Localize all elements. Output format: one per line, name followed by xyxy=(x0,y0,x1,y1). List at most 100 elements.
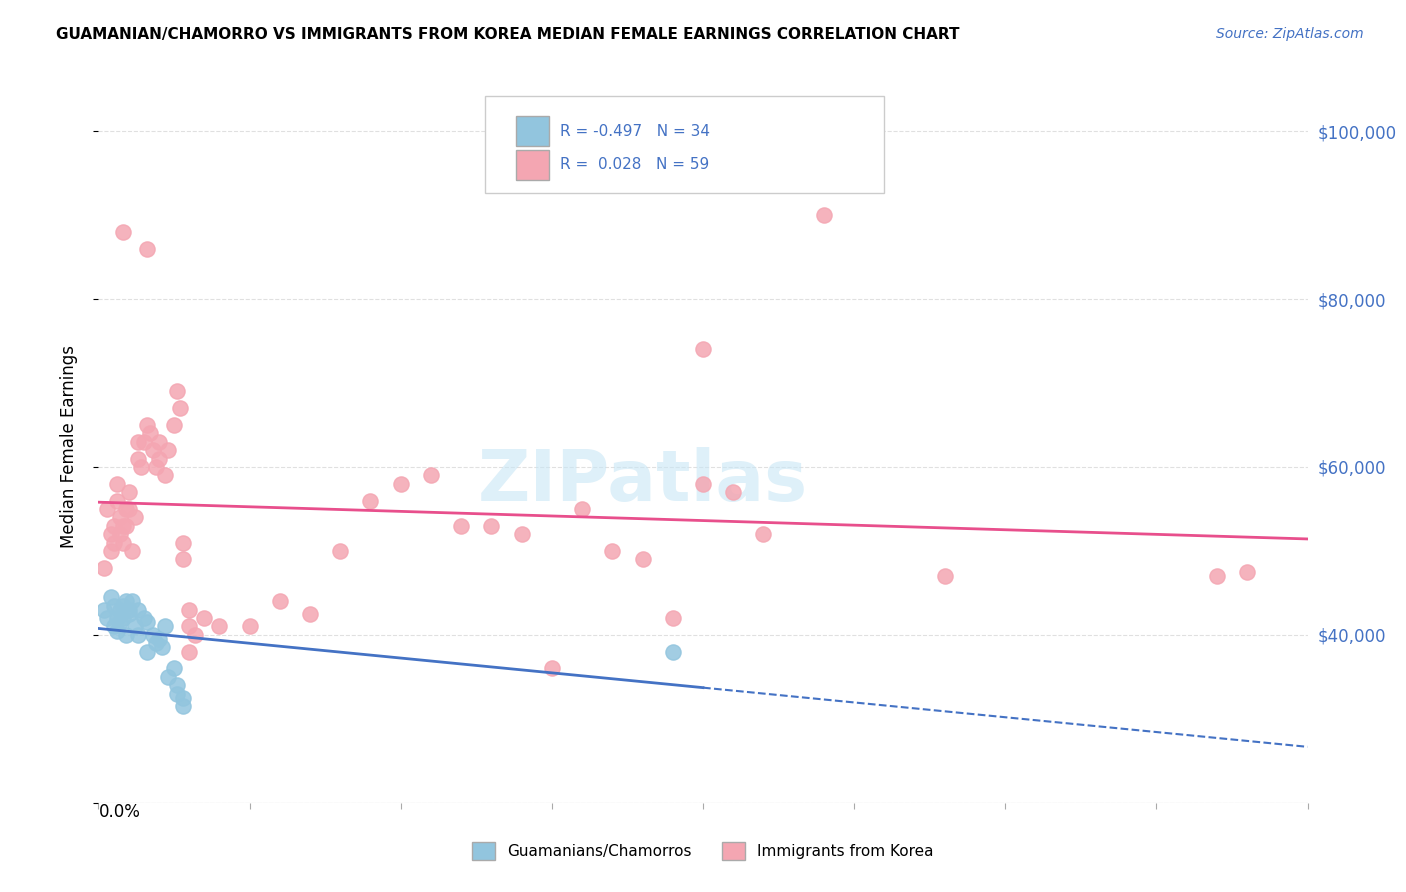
Point xyxy=(127,603,149,617)
Point xyxy=(127,628,149,642)
Point xyxy=(142,628,165,642)
Point xyxy=(1236,565,1258,579)
Point xyxy=(163,661,186,675)
Point xyxy=(111,535,134,549)
Point xyxy=(389,476,412,491)
Point xyxy=(100,590,122,604)
Point xyxy=(169,401,191,416)
Point xyxy=(239,619,262,633)
Text: R = -0.497   N = 34: R = -0.497 N = 34 xyxy=(561,124,710,139)
Point xyxy=(135,645,157,659)
Point xyxy=(184,628,207,642)
Point xyxy=(108,527,131,541)
Point xyxy=(571,502,593,516)
Point xyxy=(118,603,141,617)
Point xyxy=(934,569,956,583)
Point xyxy=(153,468,176,483)
Point xyxy=(100,544,122,558)
Point xyxy=(420,468,443,483)
Point xyxy=(142,443,165,458)
Point xyxy=(121,594,143,608)
Point xyxy=(121,544,143,558)
Text: ZIPatlas: ZIPatlas xyxy=(478,447,807,516)
Point xyxy=(108,615,131,630)
Point xyxy=(1206,569,1229,583)
Point xyxy=(172,552,194,566)
Point xyxy=(179,603,201,617)
Point xyxy=(813,208,835,222)
Point xyxy=(124,619,146,633)
Point xyxy=(692,476,714,491)
Point xyxy=(166,384,188,399)
Point xyxy=(208,619,231,633)
Point xyxy=(108,603,131,617)
Point xyxy=(129,460,152,475)
FancyBboxPatch shape xyxy=(485,96,884,193)
Point xyxy=(172,690,194,705)
Point xyxy=(135,417,157,432)
Point xyxy=(510,527,533,541)
Point xyxy=(114,518,136,533)
Point xyxy=(103,535,125,549)
Point xyxy=(111,225,134,239)
Point xyxy=(105,611,128,625)
Point xyxy=(602,544,624,558)
Point xyxy=(150,640,173,655)
Point xyxy=(93,560,115,574)
FancyBboxPatch shape xyxy=(516,116,550,146)
Point xyxy=(752,527,775,541)
Point xyxy=(172,699,194,714)
FancyBboxPatch shape xyxy=(516,150,550,180)
Point xyxy=(299,607,322,621)
Point xyxy=(103,619,125,633)
Text: 0.0%: 0.0% xyxy=(98,803,141,821)
Point xyxy=(96,611,118,625)
Point xyxy=(105,624,128,638)
Point xyxy=(145,460,167,475)
Point xyxy=(93,603,115,617)
Point xyxy=(114,594,136,608)
Point xyxy=(148,632,170,646)
Point xyxy=(193,611,215,625)
Point xyxy=(692,343,714,357)
Point xyxy=(118,502,141,516)
Point xyxy=(139,426,162,441)
Point xyxy=(450,518,472,533)
Point xyxy=(156,443,179,458)
Point xyxy=(114,502,136,516)
Text: GUAMANIAN/CHAMORRO VS IMMIGRANTS FROM KOREA MEDIAN FEMALE EARNINGS CORRELATION C: GUAMANIAN/CHAMORRO VS IMMIGRANTS FROM KO… xyxy=(56,27,960,42)
Point xyxy=(148,451,170,466)
Point xyxy=(269,594,291,608)
Point xyxy=(114,628,136,642)
Point xyxy=(156,670,179,684)
Point xyxy=(145,636,167,650)
Point xyxy=(105,476,128,491)
Point xyxy=(360,493,382,508)
Y-axis label: Median Female Earnings: Median Female Earnings xyxy=(59,344,77,548)
Point xyxy=(166,687,188,701)
Point xyxy=(631,552,654,566)
Point xyxy=(481,518,503,533)
Point xyxy=(105,493,128,508)
Legend: Guamanians/Chamorros, Immigrants from Korea: Guamanians/Chamorros, Immigrants from Ko… xyxy=(465,836,941,866)
Text: Source: ZipAtlas.com: Source: ZipAtlas.com xyxy=(1216,27,1364,41)
Point xyxy=(132,611,155,625)
Point xyxy=(540,661,562,675)
Point xyxy=(148,434,170,449)
Point xyxy=(108,510,131,524)
Point xyxy=(723,485,745,500)
Point xyxy=(163,417,186,432)
Point xyxy=(179,619,201,633)
Point xyxy=(100,527,122,541)
Point xyxy=(135,242,157,256)
Point xyxy=(124,510,146,524)
Point xyxy=(179,645,201,659)
Point xyxy=(96,502,118,516)
Point xyxy=(118,607,141,621)
Point xyxy=(166,678,188,692)
Text: R =  0.028   N = 59: R = 0.028 N = 59 xyxy=(561,157,710,172)
Point xyxy=(111,611,134,625)
Point xyxy=(135,615,157,630)
Point xyxy=(127,434,149,449)
Point xyxy=(111,518,134,533)
